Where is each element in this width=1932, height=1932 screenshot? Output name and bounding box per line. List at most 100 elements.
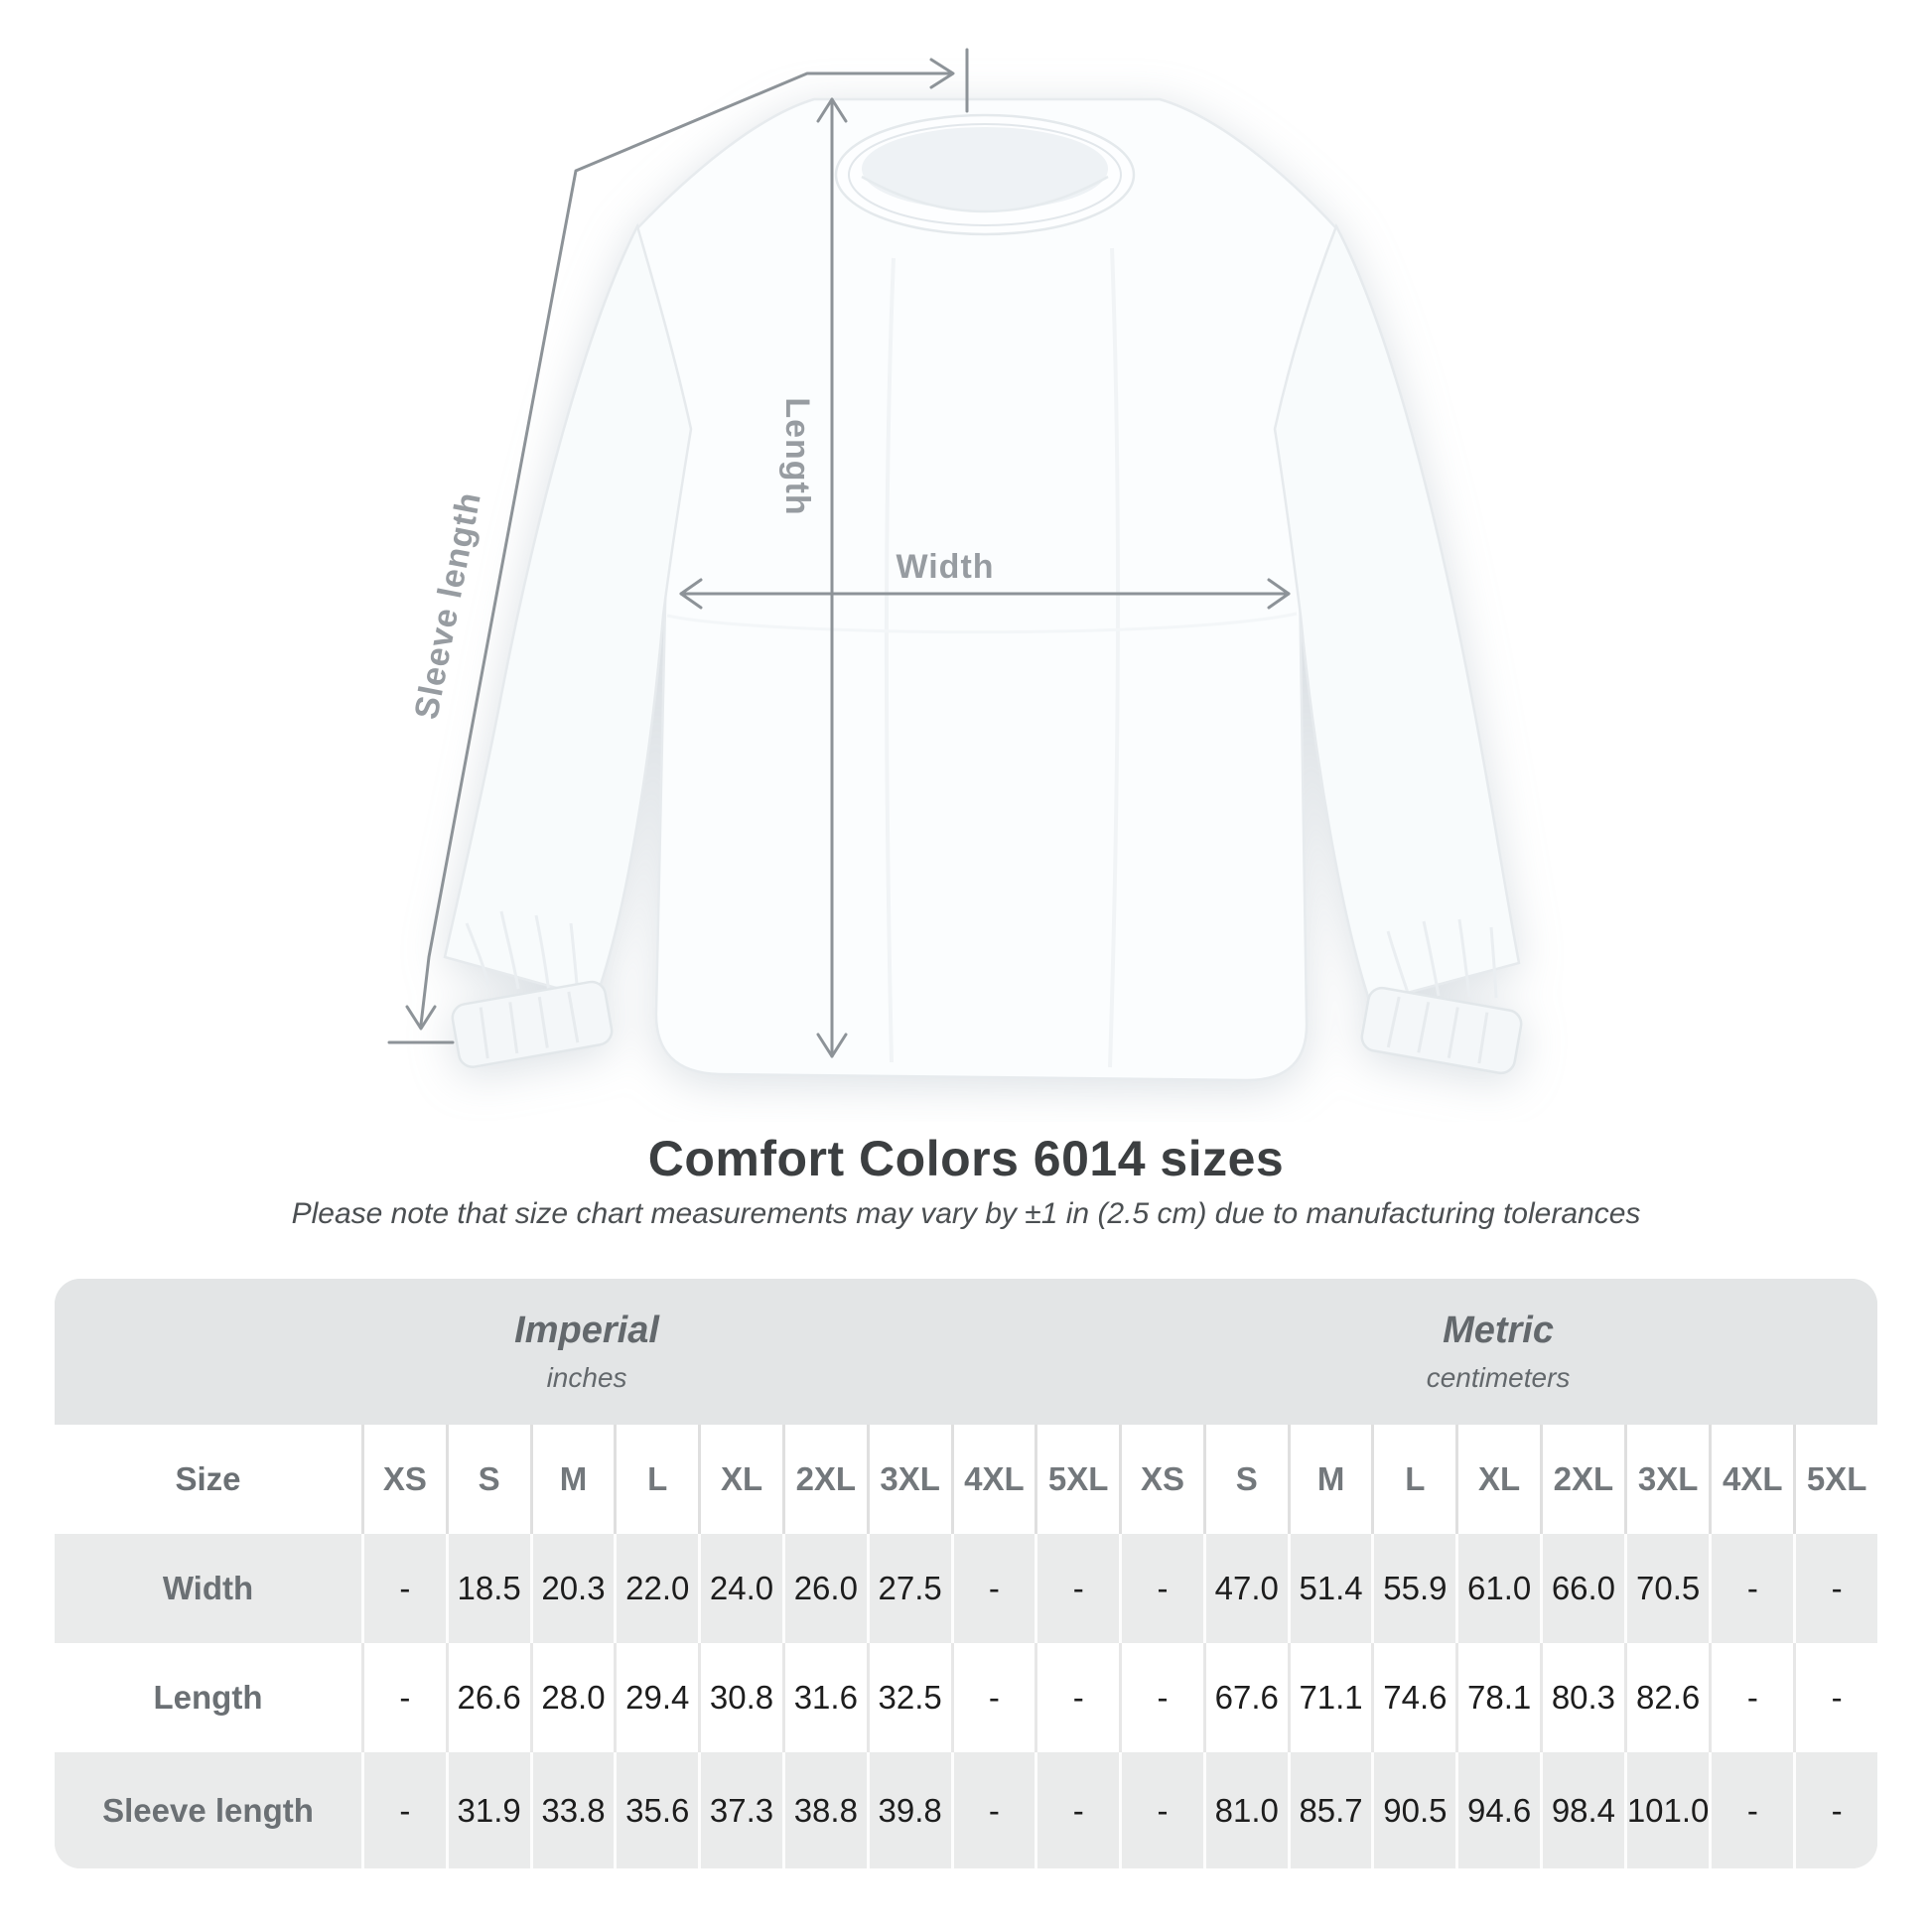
arrow-down-icon xyxy=(405,1005,437,1031)
arrow-down-icon xyxy=(816,1033,848,1058)
data-cell: 29.4 xyxy=(614,1643,699,1752)
data-cell: - xyxy=(1035,1752,1120,1868)
length-label: Length xyxy=(778,397,816,515)
shirt-left-cuff xyxy=(451,980,614,1068)
group-name: Imperial xyxy=(514,1310,659,1351)
data-cell: 30.8 xyxy=(698,1643,782,1752)
length-measure-line xyxy=(816,97,848,1058)
data-cell: - xyxy=(1035,1643,1120,1752)
unit-group-imperial: Imperial inches xyxy=(55,1279,1120,1425)
data-cell: 67.6 xyxy=(1202,1643,1288,1752)
data-cell: 26.0 xyxy=(781,1534,867,1643)
group-name: Metric xyxy=(1443,1310,1554,1351)
data-cell: 37.3 xyxy=(698,1752,782,1868)
data-cell: - xyxy=(361,1534,446,1643)
size-header-cell: XL xyxy=(698,1425,782,1534)
data-cell: 33.8 xyxy=(529,1752,615,1868)
size-header-cell: L xyxy=(1371,1425,1456,1534)
data-cell: 32.5 xyxy=(866,1643,951,1752)
shirt-body xyxy=(635,97,1338,1082)
row-label: Width xyxy=(55,1534,361,1643)
data-cell: - xyxy=(1709,1752,1794,1868)
data-cell: 81.0 xyxy=(1202,1752,1288,1868)
size-header-cell: XL xyxy=(1455,1425,1541,1534)
data-cell: - xyxy=(1035,1534,1120,1643)
size-header-cell: 2XL xyxy=(1540,1425,1624,1534)
group-unit: inches xyxy=(546,1362,627,1393)
size-header-cell: 5XL xyxy=(1035,1425,1120,1534)
shirt-illustration xyxy=(443,97,1523,1082)
width-measure-line xyxy=(679,578,1291,610)
data-cell: 28.0 xyxy=(529,1643,615,1752)
data-cell: 71.1 xyxy=(1287,1643,1372,1752)
data-cell: - xyxy=(1119,1643,1203,1752)
data-cell: - xyxy=(950,1643,1035,1752)
data-cell: 78.1 xyxy=(1455,1643,1541,1752)
size-header-cell: M xyxy=(529,1425,615,1534)
shirt-collar xyxy=(834,113,1136,236)
data-cell: - xyxy=(1793,1534,1877,1643)
arrow-left-icon xyxy=(679,578,703,610)
arrow-up-icon xyxy=(816,97,848,123)
size-header-cell: XS xyxy=(1119,1425,1203,1534)
data-cell: - xyxy=(1793,1643,1877,1752)
size-header-cell: 5XL xyxy=(1793,1425,1877,1534)
data-cell: 35.6 xyxy=(614,1752,699,1868)
sleeve-length-label: Sleeve length xyxy=(407,488,488,722)
data-cell: 82.6 xyxy=(1623,1643,1710,1752)
data-cell: 31.6 xyxy=(781,1643,867,1752)
data-cell: 39.8 xyxy=(866,1752,951,1868)
data-cell: - xyxy=(950,1534,1035,1643)
page-title: Comfort Colors 6014 sizes xyxy=(647,1131,1285,1186)
shirt-left-sleeve xyxy=(443,222,693,1001)
size-header-cell: M xyxy=(1287,1425,1372,1534)
size-header-cell: 3XL xyxy=(866,1425,951,1534)
size-column-header: Size xyxy=(55,1425,361,1534)
data-cell: 20.3 xyxy=(529,1534,615,1643)
size-header-cell: 2XL xyxy=(781,1425,867,1534)
data-cell: - xyxy=(361,1643,446,1752)
row-label: Sleeve length xyxy=(55,1752,361,1868)
data-cell: - xyxy=(1119,1752,1203,1868)
data-cell: - xyxy=(950,1752,1035,1868)
row-label: Length xyxy=(55,1643,361,1752)
data-cell: 47.0 xyxy=(1202,1534,1288,1643)
data-cell: - xyxy=(1709,1643,1794,1752)
data-cell: 51.4 xyxy=(1287,1534,1372,1643)
data-cell: 101.0 xyxy=(1623,1752,1710,1868)
data-cell: 98.4 xyxy=(1540,1752,1624,1868)
data-cell: 38.8 xyxy=(781,1752,867,1868)
data-cell: 85.7 xyxy=(1287,1752,1372,1868)
size-header-cell: 3XL xyxy=(1623,1425,1710,1534)
size-header-cell: S xyxy=(1202,1425,1288,1534)
shirt-right-sleeve xyxy=(1273,222,1521,1005)
size-header-cell: L xyxy=(614,1425,699,1534)
data-cell: 70.5 xyxy=(1623,1534,1710,1643)
data-cell: 61.0 xyxy=(1455,1534,1541,1643)
data-cell: 90.5 xyxy=(1371,1752,1456,1868)
data-cell: 24.0 xyxy=(698,1534,782,1643)
data-cell: 80.3 xyxy=(1540,1643,1624,1752)
group-unit: centimeters xyxy=(1426,1362,1571,1393)
data-cell: 22.0 xyxy=(614,1534,699,1643)
data-cell: - xyxy=(1119,1534,1203,1643)
unit-group-metric: Metric centimeters xyxy=(1119,1279,1877,1425)
data-cell: 27.5 xyxy=(866,1534,951,1643)
width-label: Width xyxy=(896,548,994,586)
shirt-measurement-diagram: Length Width Sleeve length xyxy=(387,48,1523,1082)
data-cell: 31.9 xyxy=(445,1752,530,1868)
arrow-right-icon xyxy=(1267,578,1291,610)
tolerance-note: Please note that size chart measurements… xyxy=(291,1197,1641,1230)
arrow-right-icon xyxy=(929,58,955,89)
size-table: Imperial inches Metric centimeters Size XS S M L… xyxy=(55,1279,1877,1868)
data-cell: 26.6 xyxy=(445,1643,530,1752)
sleeve-measure-line xyxy=(387,48,969,1044)
data-cell: - xyxy=(1793,1752,1877,1868)
data-cell: 18.5 xyxy=(445,1534,530,1643)
shirt-right-cuff xyxy=(1360,986,1523,1075)
size-header-cell: S xyxy=(445,1425,530,1534)
data-cell: - xyxy=(361,1752,446,1868)
data-cell: - xyxy=(1709,1534,1794,1643)
data-cell: 66.0 xyxy=(1540,1534,1624,1643)
